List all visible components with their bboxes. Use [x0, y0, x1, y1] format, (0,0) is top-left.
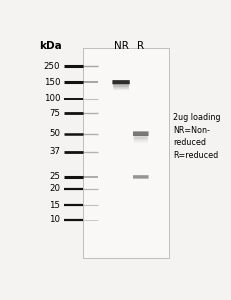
Text: 37: 37 [49, 147, 60, 156]
FancyBboxPatch shape [133, 131, 149, 136]
FancyBboxPatch shape [113, 85, 129, 88]
FancyBboxPatch shape [134, 136, 148, 139]
FancyBboxPatch shape [113, 86, 129, 89]
FancyBboxPatch shape [134, 137, 148, 140]
Text: 25: 25 [49, 172, 60, 182]
Text: 2ug loading
NR=Non-
reduced
R=reduced: 2ug loading NR=Non- reduced R=reduced [173, 113, 221, 160]
Text: NR: NR [114, 41, 128, 51]
Bar [83, 47, 169, 258]
Text: 50: 50 [49, 129, 60, 138]
Text: 150: 150 [44, 78, 60, 87]
Text: 15: 15 [49, 201, 60, 210]
Text: 10: 10 [49, 215, 60, 224]
Text: 250: 250 [44, 61, 60, 70]
Text: 75: 75 [49, 109, 60, 118]
Text: 100: 100 [44, 94, 60, 103]
Text: 20: 20 [49, 184, 60, 194]
Text: R: R [137, 41, 144, 51]
Text: kDa: kDa [39, 41, 61, 51]
FancyBboxPatch shape [113, 84, 129, 87]
FancyBboxPatch shape [133, 175, 149, 178]
FancyBboxPatch shape [112, 80, 130, 84]
